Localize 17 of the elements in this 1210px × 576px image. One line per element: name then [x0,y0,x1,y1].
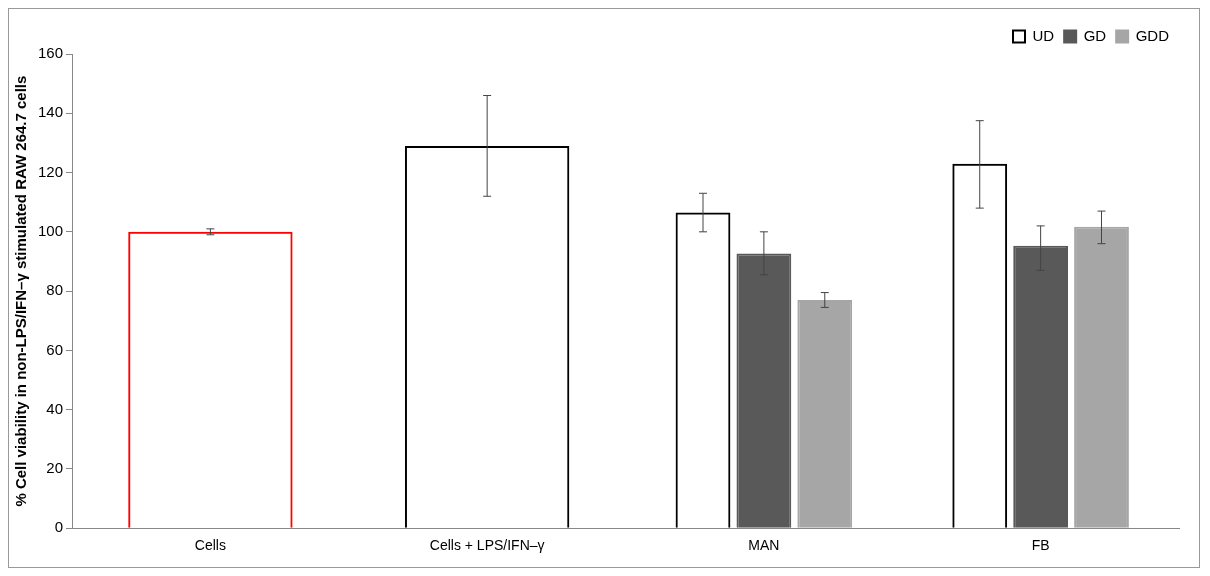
x-tick-label: Cells + LPS/IFN–γ [429,537,545,554]
x-tick-label: FB [1031,537,1050,554]
y-axis-title: % Cell viability in non-LPS/IFN–γ stimulated RAW 264.7 cells [12,75,30,507]
y-tick-label: 20 [46,459,64,477]
legend-label: UD [1032,26,1055,44]
y-tick-label: 0 [54,518,64,536]
y-tick-label: 140 [38,103,64,121]
legend-label: GDD [1135,26,1170,44]
x-tick-label: Cells [194,537,226,554]
x-tick-label: MAN [748,537,780,554]
y-tick-label: 120 [38,162,64,180]
legend-label: GD [1083,26,1107,44]
y-tick-label: 160 [38,44,64,62]
y-tick-label: 100 [38,221,64,239]
y-tick-label: 60 [46,340,64,358]
y-tick-label: 40 [46,399,64,417]
y-tick-label: 80 [46,281,64,299]
